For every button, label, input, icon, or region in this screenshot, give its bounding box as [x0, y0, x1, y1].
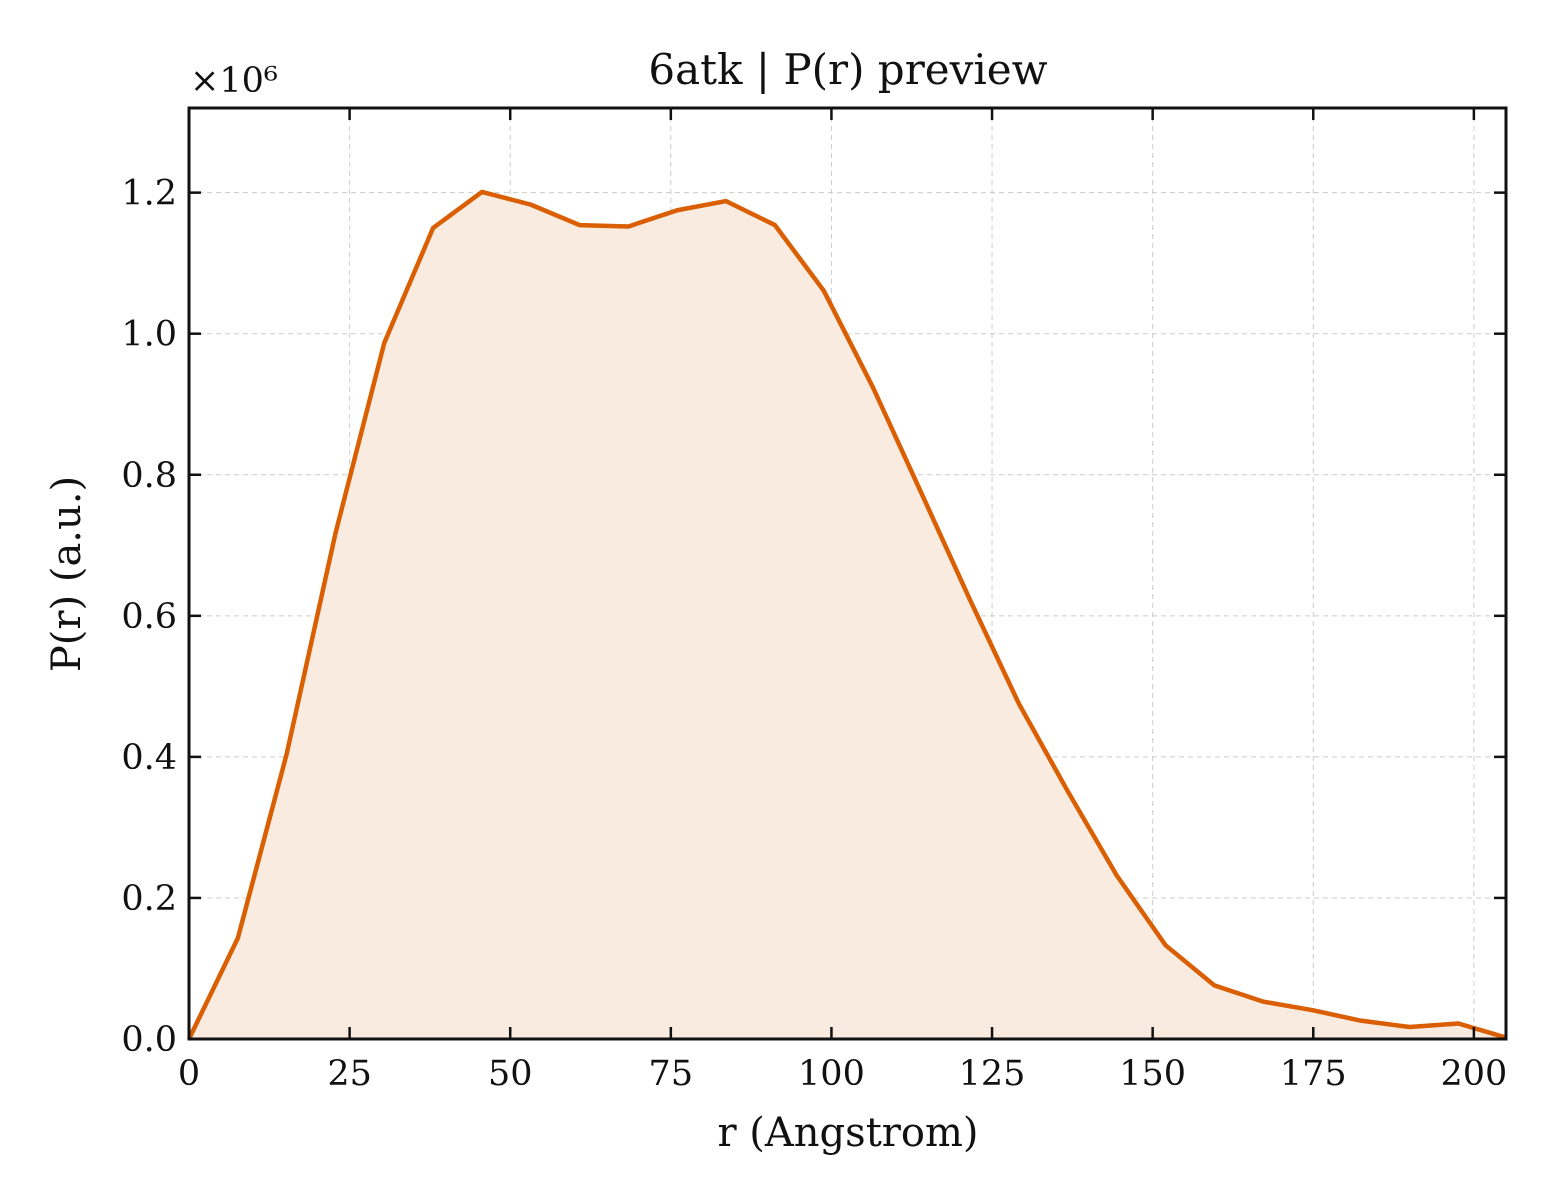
y-tick-label: 0.8	[121, 456, 177, 496]
y-tick-label: 1.2	[121, 174, 177, 214]
plot-frame	[187, 106, 1508, 1041]
chart-title: 6atk | P(r) preview	[648, 45, 1047, 94]
ticks: 0 25 50 75 100 125 150 175 200 0.0 0.2 0.4 0.6 0.8 1.0…	[121, 108, 1507, 1094]
y-tick-label: 0.6	[121, 597, 177, 637]
x-tick-label: 175	[1280, 1054, 1347, 1094]
area-fill	[189, 191, 1506, 1039]
x-tick-label: 0	[178, 1054, 200, 1094]
x-axis-title: r (Angstrom)	[717, 1110, 978, 1156]
x-tick-label: 25	[327, 1054, 372, 1094]
y-axis-title: P(r) (a.u.)	[44, 476, 90, 672]
series-line	[186, 189, 1507, 1040]
y-tick-label: 1.0	[121, 315, 177, 355]
y-scale-label: ×10⁶	[190, 61, 278, 101]
x-tick-label: 50	[488, 1054, 533, 1094]
x-tick-label: 100	[798, 1054, 865, 1094]
y-tick-label: 0.4	[121, 738, 177, 778]
x-tick-label: 150	[1119, 1054, 1186, 1094]
x-tick-label: 125	[959, 1054, 1026, 1094]
x-tick-label: 200	[1440, 1054, 1507, 1094]
y-tick-label: 0.2	[121, 879, 177, 919]
x-tick-label: 75	[649, 1054, 694, 1094]
y-tick-label: 0.0	[121, 1020, 177, 1060]
